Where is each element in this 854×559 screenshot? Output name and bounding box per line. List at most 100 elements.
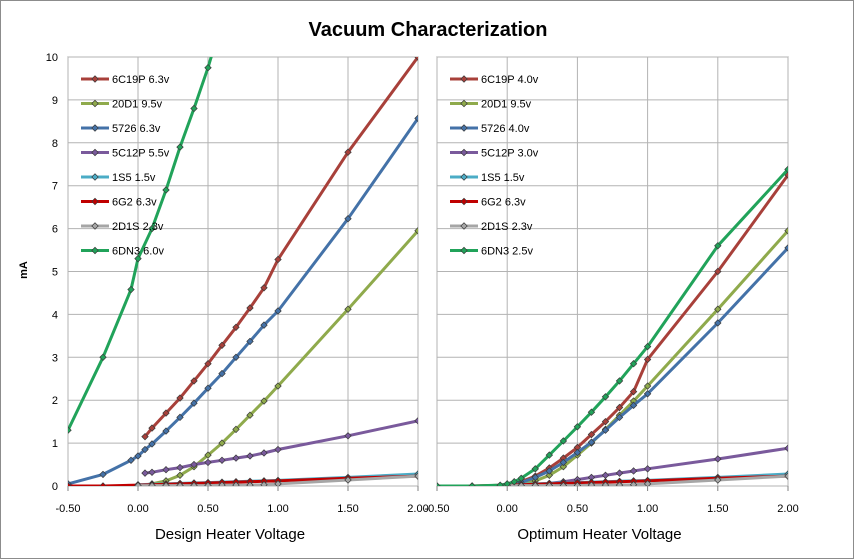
data-point-6dn3-2-5v	[559, 437, 568, 445]
data-point-20d1-9-5v	[545, 471, 554, 479]
data-point-5c12p-3-0v	[643, 465, 652, 473]
data-point-2d1s-2-3v	[545, 481, 554, 486]
data-point-6dn3-2-5v	[714, 242, 722, 250]
data-point-6dn3-2-5v	[503, 480, 511, 486]
y-tick-label: 3	[52, 352, 58, 364]
data-point-2d1s-2-3v	[414, 472, 418, 480]
data-point-20d1-9-5v	[260, 397, 268, 405]
data-point-2d1s-2-3v	[629, 481, 638, 486]
data-point-6c19p-6-3v	[414, 57, 418, 61]
data-point-2d1s-2-3v	[573, 481, 582, 486]
panel-design-heater-voltage: 0 1 2 3 4 5 6 7 8 9 10 -0.50 0.00 0.50 1.00 1.50 2.00 Des…	[46, 52, 429, 543]
data-point-2d1s-2-3v	[517, 481, 525, 486]
data-point-2d1s-2-3v	[643, 480, 652, 486]
data-point-6dn3-6-0v	[162, 186, 170, 194]
data-point-20d1-9-5v	[218, 439, 226, 447]
x-tick-label: 0.00	[127, 503, 148, 515]
data-point-20d1-9-5v	[714, 305, 722, 313]
legend-marker-2d1s-2-3v	[460, 222, 468, 230]
chart-title: Vacuum Characterization	[309, 19, 548, 41]
data-point-6c19p-4-0v	[615, 403, 624, 412]
data-point-6dn3-6-0v	[190, 104, 198, 113]
legend-marker-20d1-9-5v	[460, 99, 468, 108]
data-point-2d1s-2-3v	[559, 481, 568, 486]
y-tick-label: 10	[46, 52, 58, 64]
data-point-20d1-9-5v	[643, 382, 652, 390]
data-point-6c19p-6-3v	[274, 255, 282, 264]
legend-label-5c12p-5-5v: 5C12P 5.5v	[112, 148, 170, 160]
data-point-6dn3-2-5v	[615, 377, 624, 385]
data-point-6c19p-6-3v	[176, 394, 184, 402]
data-point-5726-6-3v	[141, 445, 149, 454]
x-axis-title: Design Heater Voltage	[155, 526, 305, 543]
data-point-6dn3-6-0v	[68, 426, 72, 434]
data-point-6c19p-6-3v	[218, 341, 226, 349]
data-point-5726-6-3v	[246, 337, 254, 346]
data-point-6dn3-6-0v	[134, 254, 142, 263]
data-point-6dn3-2-5v	[601, 393, 610, 401]
series-line-6dn3-6-0v	[68, 57, 213, 432]
x-tick-label: 0.00	[496, 503, 517, 515]
legend-marker-5c12p-5-5v	[91, 148, 99, 157]
data-point-5c12p-5-5v	[344, 432, 352, 440]
legend-label-5726-6-3v: 5726 6.3v	[112, 123, 161, 135]
data-point-5c12p-5-5v	[260, 449, 268, 457]
data-point-5726-4-0v	[601, 426, 610, 434]
legend-label-6g2-6-3v: 6G2 6.3v	[112, 197, 157, 209]
x-tick-label: 1.00	[267, 503, 288, 515]
legend-label-5c12p-3-0v: 5C12P 3.0v	[481, 148, 539, 160]
data-point-20d1-9-5v	[414, 227, 418, 235]
legend-label-6dn3-6-0v: 6DN3 6.0v	[112, 246, 164, 258]
data-point-5726-4-0v	[784, 244, 788, 252]
data-point-5726-4-0v	[643, 390, 652, 398]
legend: 6C19P 6.3v 20D1 9.5v 5726 6.3v 5C12P 5.5v 1S…	[81, 74, 170, 258]
data-point-5726-4-0v	[629, 401, 638, 410]
legend-label-6g2-6-3v: 6G2 6.3v	[481, 197, 526, 209]
data-point-5726-4-0v	[545, 467, 554, 475]
data-point-20d1-9-5v	[344, 305, 352, 313]
data-point-20d1-9-5v	[176, 471, 184, 479]
data-point-2d1s-2-3v	[260, 481, 268, 486]
data-point-6dn3-6-0v	[99, 353, 107, 361]
data-point-5726-6-3v	[148, 440, 156, 448]
x-tick-label: 0.50	[567, 503, 588, 515]
y-tick-label: 6	[52, 224, 58, 236]
data-point-5c12p-5-5v	[414, 417, 418, 425]
x-tick-label: -0.50	[55, 503, 80, 515]
data-point-20d1-9-5v	[784, 227, 788, 235]
y-tick-label: 8	[52, 138, 58, 150]
data-point-2d1s-2-3v	[246, 481, 254, 486]
data-point-6dn3-2-5v	[437, 482, 441, 486]
legend-marker-5c12p-3-0v	[460, 148, 468, 157]
data-point-5726-6-3v	[162, 427, 170, 435]
data-point-6c19p-4-0v	[629, 387, 638, 396]
y-tick-label: 2	[52, 395, 58, 407]
legend-label-20d1-9-5v: 20D1 9.5v	[481, 99, 532, 111]
data-point-6dn3-2-5v	[517, 474, 525, 482]
data-point-6c19p-6-3v	[148, 424, 156, 432]
legend-marker-20d1-9-5v	[91, 99, 99, 108]
data-point-2d1s-2-3v	[232, 481, 240, 486]
data-point-5c12p-5-5v	[246, 452, 254, 460]
data-point-5726-6-3v	[260, 321, 268, 329]
data-point-6dn3-2-5v	[510, 478, 518, 486]
data-point-6c19p-6-3v	[246, 304, 254, 312]
data-point-5c12p-5-5v	[232, 454, 240, 462]
data-point-5726-6-3v	[232, 353, 240, 361]
legend-label-20d1-9-5v: 20D1 9.5v	[112, 99, 163, 111]
data-point-6dn3-6-0v	[127, 285, 135, 294]
legend-marker-6c19p-6-3v	[91, 75, 99, 83]
data-point-2d1s-2-3v	[218, 481, 226, 486]
data-point-5726-4-0v	[573, 448, 582, 457]
data-point-5726-4-0v	[615, 413, 624, 422]
data-point-2d1s-2-3v	[714, 476, 722, 484]
data-point-6c19p-6-3v	[204, 360, 212, 368]
data-point-5726-6-3v	[127, 456, 135, 464]
data-point-6c19p-6-3v	[162, 409, 170, 417]
data-point-6dn3-2-5v	[587, 408, 596, 416]
data-point-5726-4-0v	[559, 458, 568, 467]
legend-marker-6dn3-2-5v	[460, 246, 468, 255]
y-tick-label: 1	[52, 438, 58, 450]
legend-marker-2d1s-2-3v	[91, 222, 99, 230]
